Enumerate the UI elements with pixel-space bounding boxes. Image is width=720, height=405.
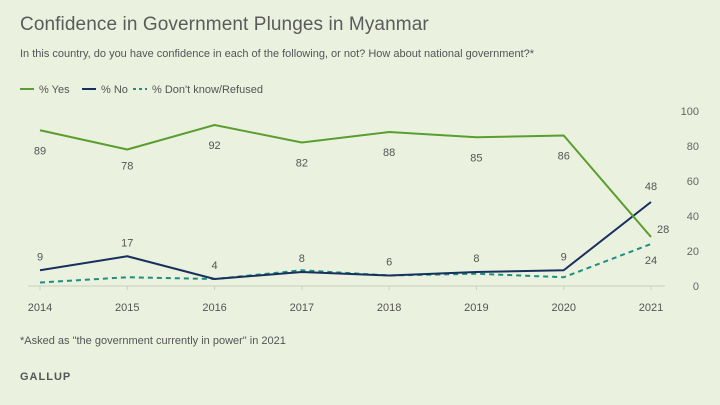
y-tick-label: 0 xyxy=(693,281,699,293)
no-data-label: 4 xyxy=(212,260,218,272)
no-data-label: 9 xyxy=(561,251,567,263)
dk-data-label: 24 xyxy=(645,255,657,267)
x-tick-label: 2016 xyxy=(202,302,226,314)
no-data-label: 17 xyxy=(121,237,133,249)
legend-label: % No xyxy=(101,84,128,96)
no-data-label: 8 xyxy=(473,253,479,265)
x-tick-label: 2020 xyxy=(551,302,575,314)
y-tick-label: 20 xyxy=(687,246,699,258)
legend-label: % Yes xyxy=(39,84,70,96)
x-tick-label: 2019 xyxy=(464,302,488,314)
line-chart: % Yes % No % Don't know/Refused 0 20 40 60 80 10… xyxy=(20,84,699,314)
x-tick-label: 2018 xyxy=(377,302,401,314)
yes-data-label: 78 xyxy=(121,161,133,173)
series-line xyxy=(39,124,652,238)
gallup-brand: GALLUP xyxy=(20,371,72,383)
footnote: *Asked as "the government currently in p… xyxy=(20,335,286,347)
yes-data-label: 82 xyxy=(296,158,308,170)
yes-data-label: 88 xyxy=(383,147,395,159)
yes-data-label: 92 xyxy=(208,140,220,152)
yes-data-label: 86 xyxy=(558,151,570,163)
series-line xyxy=(39,243,652,284)
yes-data-label: 85 xyxy=(470,152,482,164)
y-tick-label: 100 xyxy=(681,106,699,118)
no-data-label: 9 xyxy=(37,251,43,263)
y-tick-label: 40 xyxy=(687,211,699,223)
x-tick-label: 2017 xyxy=(290,302,314,314)
chart-subtitle: In this country, do you have confidence … xyxy=(20,48,535,60)
y-tick-label: 80 xyxy=(687,141,699,153)
legend-label: % Don't know/Refused xyxy=(152,84,263,96)
no-data-label: 6 xyxy=(386,257,392,269)
y-tick-label: 60 xyxy=(687,176,699,188)
series-line xyxy=(39,201,652,280)
no-data-label: 48 xyxy=(645,181,657,193)
yes-data-label: 89 xyxy=(34,145,46,157)
chart-title: Confidence in Government Plunges in Myan… xyxy=(20,14,429,35)
x-tick-label: 2014 xyxy=(28,302,52,314)
x-tick-label: 2021 xyxy=(639,302,663,314)
yes-data-label: 28 xyxy=(657,224,669,236)
x-tick-label: 2015 xyxy=(115,302,139,314)
no-data-label: 8 xyxy=(299,253,305,265)
